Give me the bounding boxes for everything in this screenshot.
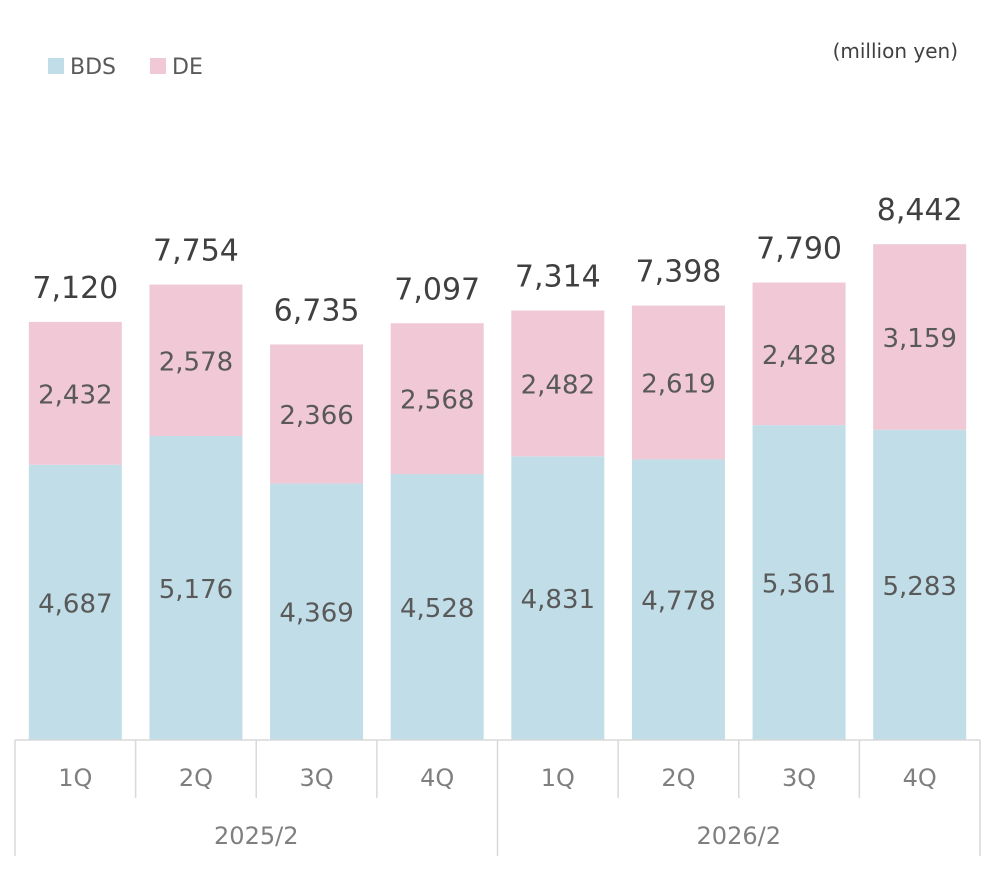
data-label-de: 3,159 <box>882 324 956 354</box>
bar-stack: 4,369 2,366 6,735 <box>270 293 364 740</box>
data-label-bds: 5,361 <box>762 570 836 600</box>
tick-label: 3Q <box>299 764 333 792</box>
bar-segment-de <box>631 305 725 460</box>
bar-stack: 5,283 3,159 8,442 <box>873 193 967 740</box>
tick-label: 2Q <box>179 764 213 792</box>
bar-segment-bds <box>873 429 967 740</box>
category-axis: 1Q 2Q 3Q 4Q 1Q 2Q 3Q 4Q 2025/2 2026/2 <box>14 739 981 856</box>
total-label: 7,790 <box>756 232 842 267</box>
legend-label-bds: BDS <box>70 55 116 80</box>
bar-stack: 5,176 2,578 7,754 <box>149 234 243 740</box>
bar-segment-de <box>511 310 605 457</box>
bar-segment-bds <box>28 464 122 740</box>
bars: 4,687 2,432 7,120 5,176 2,578 7,754 4,369 2,366… <box>28 193 967 740</box>
tick-label: 1Q <box>541 764 575 792</box>
total-label: 7,398 <box>635 255 721 290</box>
data-label-de: 2,619 <box>641 369 715 399</box>
data-label-bds: 4,528 <box>400 594 474 624</box>
data-label-bds: 4,831 <box>521 585 595 615</box>
group-label: 2026/2 <box>697 822 781 850</box>
data-label-de: 2,578 <box>159 347 233 377</box>
total-label: 7,314 <box>515 260 601 295</box>
data-label-de: 2,482 <box>521 370 595 400</box>
bar-stack: 4,687 2,432 7,120 <box>28 271 122 740</box>
data-label-de: 2,568 <box>400 386 474 416</box>
bar-segment-bds <box>270 483 364 740</box>
bar-segment-de <box>752 282 846 426</box>
legend-swatch-de <box>150 58 166 74</box>
data-label-bds: 4,778 <box>641 587 715 617</box>
data-label-de: 2,428 <box>762 341 836 371</box>
total-label: 7,097 <box>394 272 480 307</box>
bar-segment-de <box>149 284 243 437</box>
bar-stack: 4,778 2,619 7,398 <box>631 255 725 740</box>
unit-label: (million yen) <box>833 39 958 63</box>
tick-label: 1Q <box>58 764 92 792</box>
bar-stack: 4,528 2,568 7,097 <box>390 272 484 740</box>
bar-segment-bds <box>149 436 243 740</box>
legend-label-de: DE <box>172 55 203 80</box>
total-label: 7,754 <box>153 234 239 269</box>
legend-swatch-bds <box>48 58 64 74</box>
bar-stack: 5,361 2,428 7,790 <box>752 232 846 740</box>
data-label-de: 2,366 <box>279 401 353 431</box>
legend: BDS DE <box>48 55 203 80</box>
bar-stack: 4,831 2,482 7,314 <box>511 260 605 740</box>
bar-segment-bds <box>752 425 846 740</box>
bar-segment-de <box>390 323 484 475</box>
bar-segment-de <box>873 244 967 430</box>
tick-label: 2Q <box>661 764 695 792</box>
data-label-bds: 5,283 <box>882 572 956 602</box>
bar-segment-bds <box>511 456 605 740</box>
total-label: 6,735 <box>274 293 360 328</box>
tick-label: 3Q <box>782 764 816 792</box>
data-label-bds: 4,687 <box>38 589 112 619</box>
group-label: 2025/2 <box>214 822 298 850</box>
bar-segment-de <box>28 321 122 465</box>
data-label-bds: 5,176 <box>159 575 233 605</box>
tick-label: 4Q <box>903 764 937 792</box>
bar-segment-bds <box>390 474 484 740</box>
bar-segment-bds <box>631 459 725 740</box>
data-label-de: 2,432 <box>38 380 112 410</box>
total-label: 8,442 <box>877 193 963 228</box>
data-label-bds: 4,369 <box>279 599 353 629</box>
tick-label: 4Q <box>420 764 454 792</box>
total-label: 7,120 <box>32 271 118 306</box>
bar-segment-de <box>270 344 364 484</box>
